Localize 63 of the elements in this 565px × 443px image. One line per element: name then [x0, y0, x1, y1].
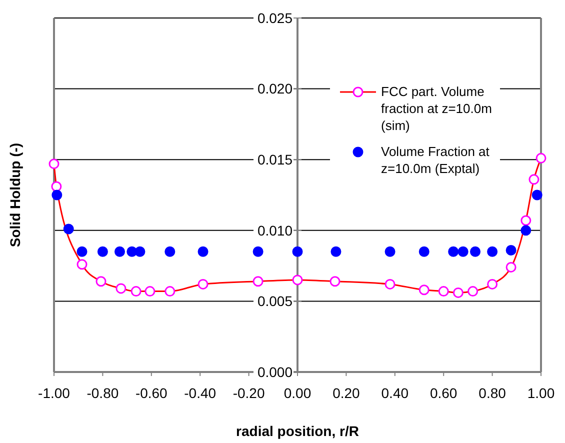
point	[252, 246, 264, 257]
y-tick-label: 0.020	[257, 80, 293, 97]
x-axis-title: radial position, r/R	[236, 423, 359, 439]
point	[116, 283, 126, 294]
point	[506, 244, 516, 256]
point	[292, 274, 303, 286]
x-tick-label: 0.40	[381, 385, 409, 401]
point	[48, 158, 60, 170]
point	[470, 246, 481, 257]
x-tick-label: -0.40	[184, 385, 216, 401]
point	[76, 259, 88, 270]
point	[130, 286, 142, 297]
x-tick-label: -0.20	[232, 385, 265, 401]
point	[164, 246, 176, 257]
point	[487, 246, 498, 257]
point	[384, 278, 396, 290]
x-tick-label: 1.00	[527, 385, 555, 401]
point	[458, 246, 468, 257]
point	[252, 276, 264, 287]
point	[532, 190, 542, 200]
legend-label: FCC part. Volume fraction at z=10.0m (sim)	[381, 84, 492, 133]
y-axis-title: Solid Holdup (-)	[7, 142, 23, 248]
point	[438, 286, 449, 297]
point	[448, 246, 459, 257]
point	[198, 246, 208, 257]
point	[536, 152, 546, 164]
point	[164, 286, 176, 297]
point	[292, 246, 303, 257]
x-tick-label: -0.80	[86, 385, 119, 401]
point	[51, 181, 62, 192]
x-tick-label: -1.00	[38, 385, 70, 401]
point	[418, 284, 430, 296]
point	[52, 190, 62, 200]
x-tick-label: 0.80	[478, 385, 506, 401]
point	[198, 278, 208, 290]
point	[487, 278, 498, 290]
point	[520, 215, 532, 226]
x-tick-label: 0.60	[430, 385, 458, 401]
y-tick-label: 0.000	[257, 364, 293, 380]
x-tick-label: 0.20	[332, 385, 360, 401]
y-tick-label: 0.010	[257, 222, 293, 238]
point	[114, 246, 125, 257]
point	[63, 224, 74, 234]
point	[76, 246, 88, 257]
point	[330, 246, 342, 257]
point	[144, 286, 156, 297]
legend-label: Volume Fraction at z=10.0m (Exptal)	[381, 144, 490, 176]
point	[418, 246, 430, 257]
point	[468, 286, 478, 297]
point	[452, 287, 464, 298]
y-tick-label: 0.025	[257, 10, 293, 26]
point	[97, 246, 108, 257]
point	[96, 276, 106, 287]
point	[528, 174, 540, 185]
x-tick-label: -0.60	[135, 385, 168, 401]
point	[134, 246, 146, 257]
y-tick-label: 0.005	[257, 293, 293, 310]
point	[520, 225, 532, 236]
point	[330, 276, 340, 287]
point	[506, 262, 516, 272]
y-tick-label: 0.015	[257, 152, 293, 168]
point	[384, 246, 396, 257]
x-tick-label: 0.00	[284, 385, 312, 401]
